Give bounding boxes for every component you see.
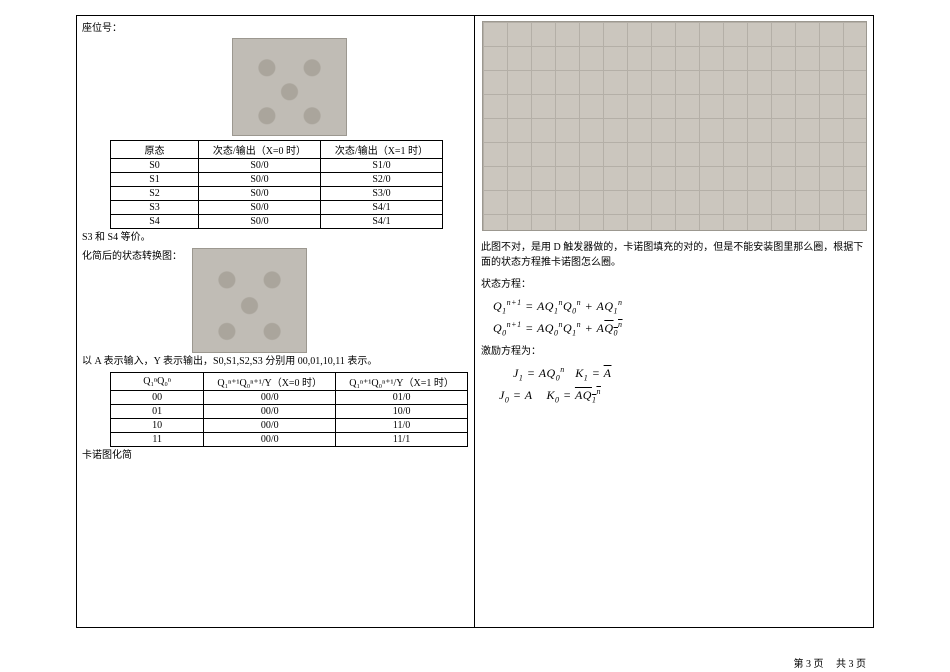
table-body: 0000/001/0 0100/010/0 1000/011/0 1100/01… — [111, 390, 468, 446]
table-row: S1S0/0S2/0 — [111, 173, 443, 187]
col-header: Q₁ⁿQ₀ⁿ — [111, 372, 204, 390]
right-column: 此图不对，是用 D 触发器做的，卡诺图填充的对的，但是不能安装图里那么圈，根据下… — [475, 15, 874, 628]
equation-q0: Q0n+1 = AQ0nQ1n + AQ0n — [493, 320, 868, 337]
circuit-kmap-image — [482, 21, 867, 231]
left-column: 座位号： 原态 次态/输出（X=0 时） 次态/输出（X=1 时） S0S0/0… — [76, 15, 474, 628]
page-total: 共 3 页 — [836, 659, 866, 670]
seat-number-label: 座位号： — [82, 19, 468, 34]
simplified-diagram-label: 化简后的状态转换图： — [82, 250, 182, 265]
state-diagram-image-1 — [232, 38, 347, 136]
table-body: S0S0/0S1/0 S1S0/0S2/0 S2S0/0S3/0 S3S0/0S… — [111, 159, 443, 229]
equation-q1: Q1n+1 = AQ1nQ0n + AQ1n — [493, 298, 868, 315]
table-row: S4S0/0S4/1 — [111, 215, 443, 229]
state-table-original: 原态 次态/输出（X=0 时） 次态/输出（X=1 时） S0S0/0S1/0 … — [110, 140, 443, 229]
page-number-footer: 第 3 页 共 3 页 — [794, 655, 867, 670]
explanation-paragraph: 此图不对，是用 D 触发器做的，卡诺图填充的对的，但是不能安装图里那么圈，根据下… — [481, 241, 868, 270]
state-diagram-image-2 — [192, 248, 307, 353]
equation-j0k0: J0 = A K0 = AQ1n — [499, 387, 868, 404]
col-header: 次态/输出（X=1 时） — [321, 141, 443, 159]
col-header: 次态/输出（X=0 时） — [199, 141, 321, 159]
table-row: 0100/010/0 — [111, 404, 468, 418]
excitation-equation-label: 激励方程为： — [481, 345, 868, 360]
table-row: S0S0/0S1/0 — [111, 159, 443, 173]
table-header-row: 原态 次态/输出（X=0 时） 次态/输出（X=1 时） — [111, 141, 443, 159]
table-row: 1000/011/0 — [111, 418, 468, 432]
col-header: 原态 — [111, 141, 199, 159]
table-header-row: Q₁ⁿQ₀ⁿ Q₁ⁿ⁺¹Q₀ⁿ⁺¹/Y（X=0 时） Q₁ⁿ⁺¹Q₀ⁿ⁺¹/Y（… — [111, 372, 468, 390]
table-row: S2S0/0S3/0 — [111, 187, 443, 201]
page-current: 第 3 页 — [794, 659, 824, 670]
encoding-note: 以 A 表示输入，Y 表示输出，S0,S1,S2,S3 分别用 00,01,10… — [82, 355, 468, 370]
equation-j1k1: J1 = AQ0n K1 = A — [513, 365, 868, 382]
kmap-section-label: 卡诺图化简 — [82, 449, 468, 464]
state-equation-label: 状态方程： — [481, 278, 868, 293]
equivalence-note: S3 和 S4 等价。 — [82, 231, 468, 246]
state-table-encoded: Q₁ⁿQ₀ⁿ Q₁ⁿ⁺¹Q₀ⁿ⁺¹/Y（X=0 时） Q₁ⁿ⁺¹Q₀ⁿ⁺¹/Y（… — [110, 372, 468, 447]
col-header: Q₁ⁿ⁺¹Q₀ⁿ⁺¹/Y（X=1 时） — [336, 372, 468, 390]
table-row: S3S0/0S4/1 — [111, 201, 443, 215]
table-row: 1100/011/1 — [111, 432, 468, 446]
table-row: 0000/001/0 — [111, 390, 468, 404]
col-header: Q₁ⁿ⁺¹Q₀ⁿ⁺¹/Y（X=0 时） — [204, 372, 336, 390]
